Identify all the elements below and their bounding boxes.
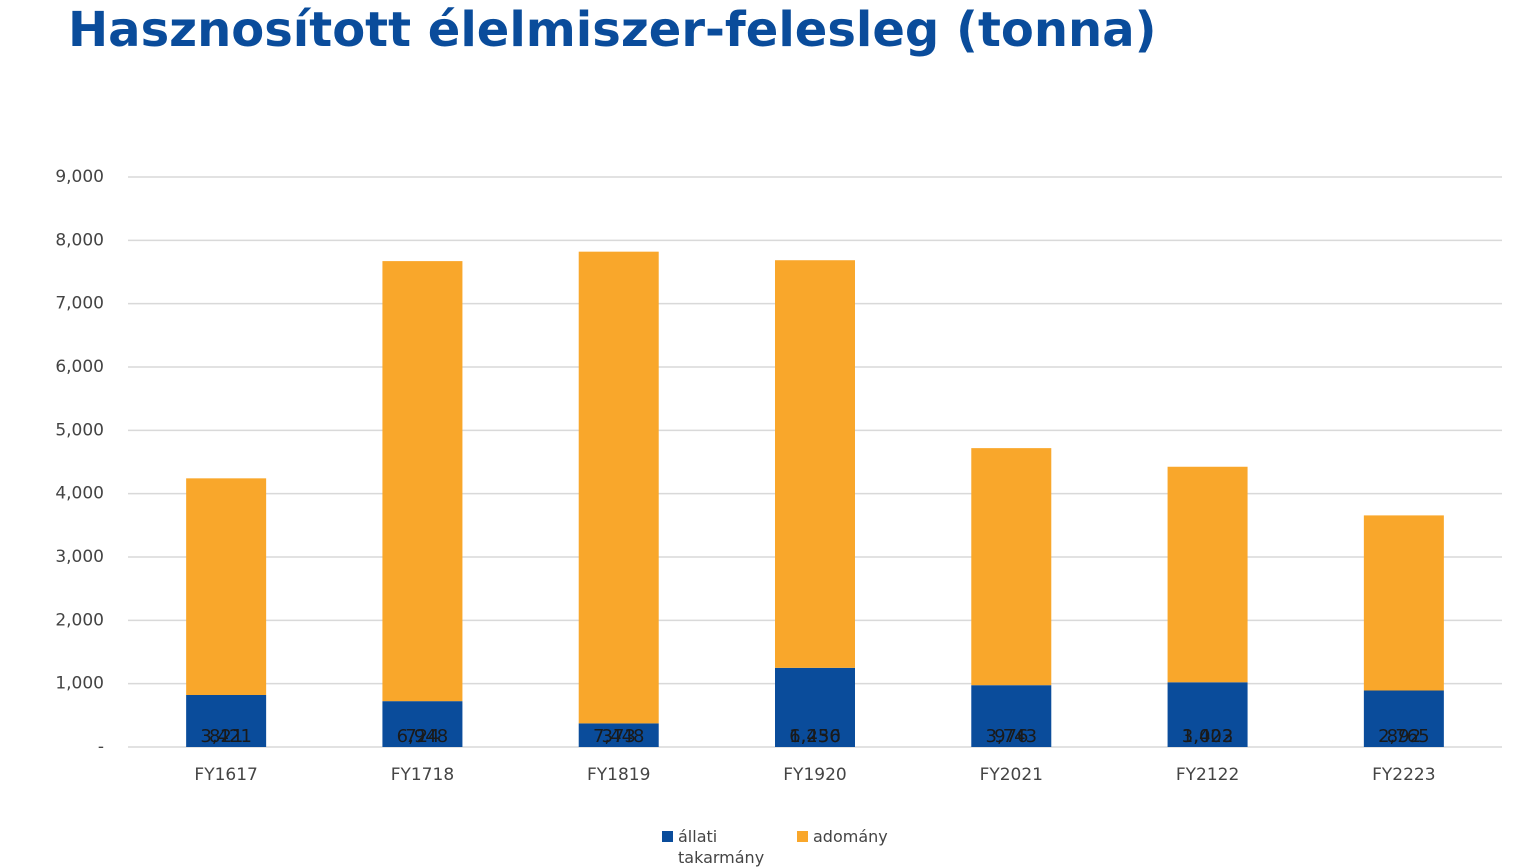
bar-segment [382, 261, 463, 702]
data-label: 892 [1387, 726, 1421, 747]
legend-label: adomány [813, 827, 888, 846]
x-tick-label: FY2122 [1176, 765, 1239, 785]
x-tick-label: FY2021 [980, 765, 1043, 785]
bar-segment [1167, 466, 1248, 683]
bar-segment [1363, 690, 1444, 747]
chart-title: Hasznosított élelmiszer-felesleg (tonna) [68, 2, 1157, 58]
data-label: 724 [405, 726, 439, 747]
bar-segment [775, 260, 855, 668]
x-tick-label: FY1819 [587, 765, 650, 785]
data-label: 3,403 [1182, 726, 1234, 747]
bar-segment [775, 667, 855, 747]
data-label: 3,743 [986, 726, 1038, 747]
bar-segment [971, 448, 1052, 686]
y-tick-label: - [98, 737, 104, 757]
data-label: 821 [209, 726, 243, 747]
data-label: 6,948 [397, 726, 449, 747]
legend-item: állati takarmány [662, 826, 768, 868]
y-tick-label: 9,000 [55, 167, 104, 187]
x-tick-label: FY1718 [391, 765, 454, 785]
bar-segment [186, 478, 267, 696]
data-label: 3,421 [200, 726, 252, 747]
y-tick-label: 5,000 [55, 420, 104, 440]
legend-swatch [662, 831, 673, 842]
data-label: 976 [994, 726, 1028, 747]
bar-segment [971, 685, 1052, 747]
legend-label: állati takarmány [678, 827, 765, 867]
y-tick-label: 4,000 [55, 484, 104, 504]
data-label: 1,250 [789, 726, 841, 747]
y-tick-label: 2,000 [55, 610, 104, 630]
legend-item: adomány [797, 826, 888, 847]
y-tick-label: 8,000 [55, 230, 104, 250]
data-label: 7,448 [593, 726, 645, 747]
bar-segment [186, 695, 267, 747]
data-label: 1,022 [1182, 726, 1234, 747]
x-tick-label: FY1617 [194, 765, 257, 785]
y-tick-label: 7,000 [55, 294, 104, 314]
bar-segment [382, 701, 463, 747]
data-label: 373 [602, 726, 636, 747]
bar-segment [578, 251, 659, 724]
y-tick-label: 3,000 [55, 547, 104, 567]
legend-swatch [797, 831, 808, 842]
data-label: 2,765 [1378, 726, 1430, 747]
bar-segment [1167, 682, 1248, 747]
y-tick-label: 6,000 [55, 357, 104, 377]
bar-segment [1363, 515, 1444, 691]
y-tick-label: 1,000 [55, 674, 104, 694]
data-label: 6,436 [789, 726, 841, 747]
x-tick-label: FY2223 [1372, 765, 1435, 785]
x-tick-label: FY1920 [783, 765, 846, 785]
bar-segment [578, 723, 659, 747]
